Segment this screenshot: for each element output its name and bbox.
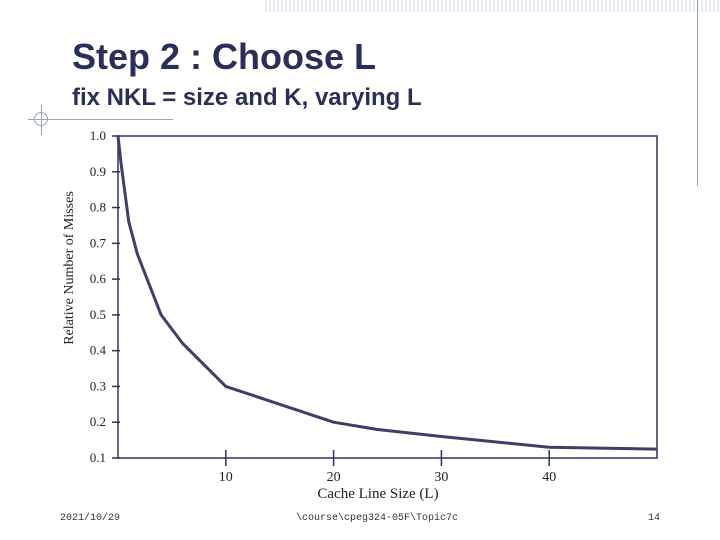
x-tick-label: 20 xyxy=(327,470,341,485)
x-axis-ticks: 10 20 30 40 xyxy=(219,450,556,485)
y-tick-label: 0.5 xyxy=(90,307,106,322)
x-tick-label: 10 xyxy=(219,470,233,485)
y-tick-label: 0.1 xyxy=(90,450,106,465)
y-tick-label: 0.9 xyxy=(90,164,106,179)
footer-date: 2021/10/29 xyxy=(60,513,121,524)
footer-page-number: 14 xyxy=(648,513,661,524)
y-tick-label: 0.8 xyxy=(90,200,106,215)
y-axis-label: Relative Number of Misses xyxy=(62,191,77,345)
slide-title: Step 2 : Choose L xyxy=(72,36,377,77)
y-axis-ticks: 1.0 0.9 0.8 0.7 0.6 0.5 0.4 0.3 0.2 0.1 xyxy=(90,128,120,465)
y-tick-label: 0.6 xyxy=(90,271,107,286)
series-line xyxy=(116,135,658,451)
x-tick-label: 30 xyxy=(434,470,448,485)
y-tick-label: 0.3 xyxy=(90,378,106,393)
x-axis-label: Cache Line Size (L) xyxy=(317,486,438,502)
y-tick-label: 1.0 xyxy=(90,128,106,143)
plot-frame xyxy=(117,135,658,459)
x-tick-label: 40 xyxy=(542,470,556,485)
y-tick-label: 0.2 xyxy=(90,414,106,429)
decorative-vertical-line xyxy=(697,0,698,186)
slide-subtitle: fix NKL = size and K, varying L xyxy=(72,84,422,111)
decorative-top-bar xyxy=(265,0,720,12)
footer-path: \course\cpeg324-05F\Topic7c xyxy=(296,513,459,524)
decorative-circle xyxy=(34,112,48,126)
y-tick-label: 0.7 xyxy=(90,235,107,250)
decorative-horizontal-line xyxy=(28,119,173,120)
y-tick-label: 0.4 xyxy=(90,343,107,358)
